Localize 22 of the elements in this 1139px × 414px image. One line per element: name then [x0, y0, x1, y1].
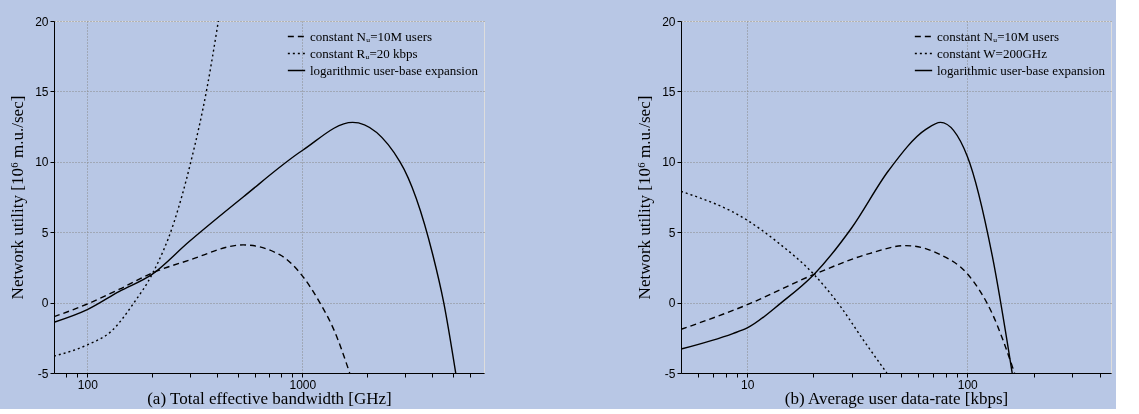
y-tick-label: 0: [41, 296, 49, 311]
y-tick-label: 15: [35, 84, 49, 99]
legend-label: logarithmic user-base expansion: [310, 62, 479, 78]
legend-label: constant Nᵤ=10M users: [310, 28, 433, 44]
y-tick-label: -5: [37, 366, 49, 381]
y-tick-label: 10: [662, 155, 676, 170]
y-tick-label: 5: [41, 225, 49, 240]
y-axis-title: Network utility [10⁶ m.u./sec]: [635, 95, 655, 300]
y-tick-label: 0: [668, 296, 676, 311]
y-axis-title: Network utility [10⁶ m.u./sec]: [8, 95, 28, 300]
y-tick-label: 20: [662, 14, 676, 29]
y-tick-label: 20: [35, 14, 49, 29]
x-tick-label: 10: [741, 377, 755, 392]
legend-label: constant Rᵤ=20 kbps: [310, 45, 418, 61]
y-tick-label: 15: [662, 84, 676, 99]
y-tick-label: -5: [664, 366, 676, 381]
legend-label: logarithmic user-base expansion: [937, 62, 1106, 78]
x-tick-label: 100: [77, 377, 99, 392]
y-tick-label: 10: [35, 155, 49, 170]
y-tick-label: 5: [668, 225, 676, 240]
legend-label: constant W=200GHz: [937, 45, 1048, 61]
legend-label: constant Nᵤ=10M users: [937, 28, 1060, 44]
